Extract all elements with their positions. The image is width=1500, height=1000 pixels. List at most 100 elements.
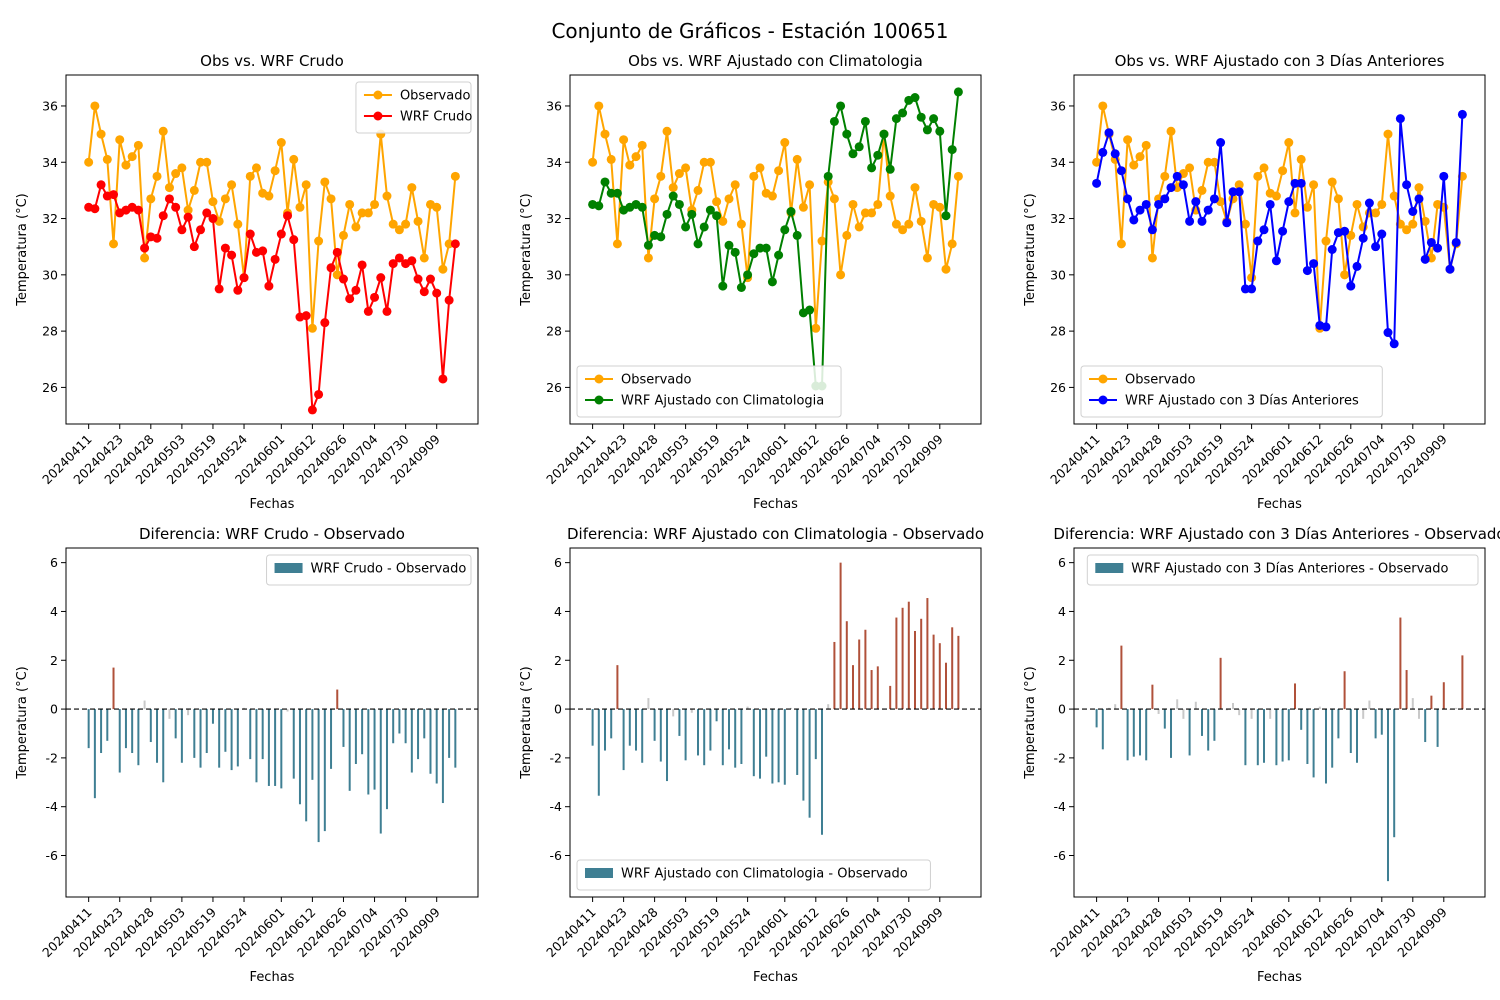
bar xyxy=(777,709,780,783)
data-point xyxy=(879,129,889,139)
data-point xyxy=(898,108,908,118)
data-point xyxy=(1185,163,1195,173)
data-point xyxy=(1327,245,1337,254)
data-point xyxy=(1110,149,1120,159)
data-point xyxy=(227,180,237,190)
data-point xyxy=(338,274,348,284)
data-point xyxy=(1414,194,1424,204)
series-line-0 xyxy=(1095,105,1464,329)
data-point xyxy=(1445,264,1455,274)
data-point xyxy=(662,126,672,136)
axes-frame xyxy=(569,547,982,898)
data-point xyxy=(643,253,653,263)
y-tick-label: 30 xyxy=(1050,267,1066,282)
data-point xyxy=(953,171,963,181)
data-point xyxy=(929,114,939,124)
data-point xyxy=(867,163,877,173)
legend: Observado WRF Ajustado con 3 Días Anterio… xyxy=(1080,365,1383,418)
bar xyxy=(249,709,252,760)
data-point xyxy=(382,191,392,201)
data-point xyxy=(1371,208,1381,218)
x-axis-label: Fechas xyxy=(1257,970,1302,985)
bar xyxy=(944,662,947,710)
y-axis-label: Temperatura (°C) xyxy=(519,193,534,306)
data-point xyxy=(730,247,740,257)
y-tick-label: 32 xyxy=(1050,211,1066,226)
data-point xyxy=(885,164,895,174)
bar xyxy=(367,709,370,795)
bar xyxy=(1132,709,1135,757)
bar xyxy=(1417,709,1420,719)
data-point xyxy=(668,191,678,201)
data-point xyxy=(164,194,174,204)
data-point xyxy=(320,318,330,328)
bar xyxy=(224,709,227,752)
data-point xyxy=(718,281,728,291)
x-axis-label: Fechas xyxy=(753,970,798,985)
data-point xyxy=(1116,239,1126,249)
bar xyxy=(187,709,190,716)
data-point xyxy=(1309,180,1319,190)
data-point xyxy=(935,126,945,136)
data-point xyxy=(152,233,162,243)
data-point xyxy=(1191,197,1201,207)
axes-frame xyxy=(65,547,479,898)
bar xyxy=(913,630,916,710)
data-point xyxy=(1402,225,1412,235)
data-point xyxy=(724,194,734,204)
chart-panel-p4: Diferencia: WRF Crudo - Observado -6 -4 -2 0… xyxy=(15,525,479,985)
data-point xyxy=(233,285,243,295)
bar xyxy=(709,709,712,751)
data-point xyxy=(1209,157,1219,167)
data-point xyxy=(196,157,206,167)
data-point xyxy=(363,306,373,316)
bar xyxy=(1157,709,1160,714)
bar xyxy=(1139,709,1142,756)
data-point xyxy=(152,171,162,181)
bar xyxy=(168,709,171,719)
bar xyxy=(845,621,848,710)
bar xyxy=(765,709,768,757)
bar xyxy=(330,709,333,769)
y-tick-label: 36 xyxy=(42,98,58,113)
data-point xyxy=(1247,273,1257,283)
data-point xyxy=(774,166,784,176)
bar xyxy=(1331,709,1334,768)
data-point xyxy=(314,389,324,399)
series-line-1 xyxy=(592,91,960,387)
data-point xyxy=(643,240,653,250)
y-tick-label: -4 xyxy=(46,799,59,814)
bar xyxy=(697,709,700,756)
data-point xyxy=(674,199,684,209)
chart-title: Obs vs. WRF Ajustado con Climatologia xyxy=(628,52,923,70)
data-point xyxy=(860,208,870,218)
bar xyxy=(833,641,836,710)
data-point xyxy=(220,243,230,253)
bar xyxy=(336,689,339,710)
legend-swatch-bar xyxy=(274,563,303,573)
data-point xyxy=(1408,219,1418,229)
data-point xyxy=(619,135,629,145)
data-point xyxy=(357,260,367,270)
bar xyxy=(1188,709,1191,756)
data-point xyxy=(854,142,864,152)
data-point xyxy=(594,201,604,211)
data-point xyxy=(158,211,168,221)
y-tick-label: 34 xyxy=(42,155,58,170)
data-point xyxy=(351,285,361,295)
bar xyxy=(311,709,314,780)
bar xyxy=(1219,657,1222,710)
data-point xyxy=(842,230,852,240)
data-point xyxy=(133,205,143,215)
bar xyxy=(957,635,960,710)
x-axis-label: Fechas xyxy=(250,970,295,985)
bar xyxy=(361,709,364,755)
data-point xyxy=(1352,199,1362,209)
bar xyxy=(876,666,879,710)
data-point xyxy=(276,138,286,148)
bar xyxy=(112,667,115,710)
data-point xyxy=(1234,187,1244,197)
y-tick-label: 26 xyxy=(42,380,58,395)
data-point xyxy=(1234,180,1244,190)
data-point xyxy=(1402,180,1412,190)
